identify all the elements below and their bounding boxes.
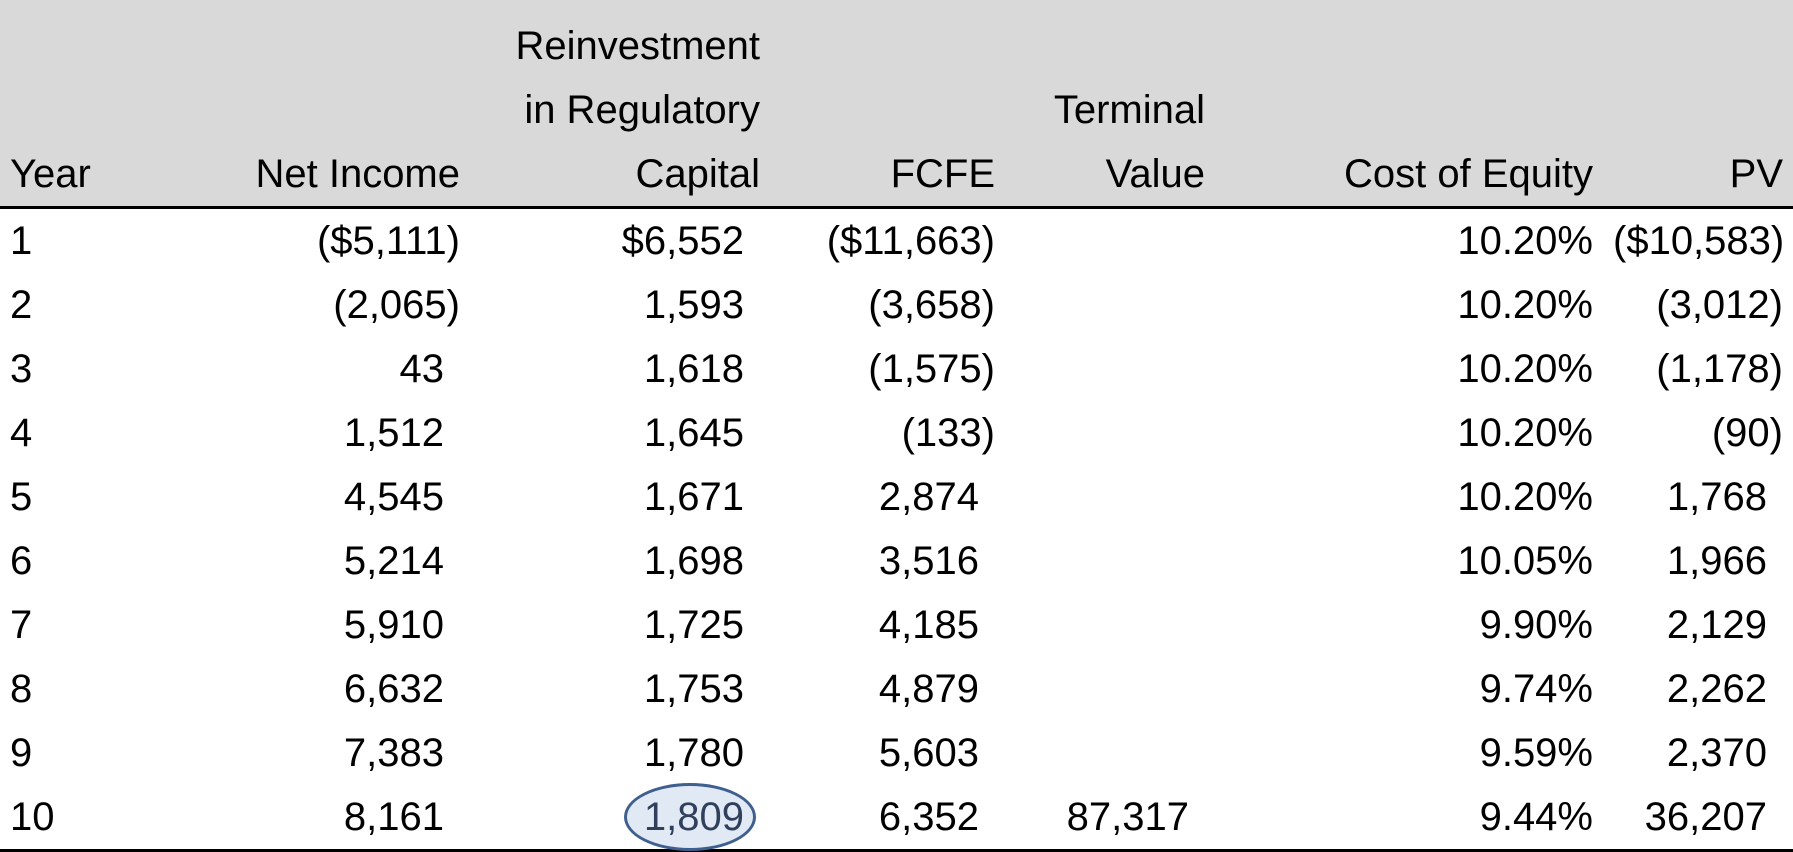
cell-year: 2: [10, 282, 33, 327]
table-row: 9 7,383 1,780 5,603 9.59% 2,370: [0, 721, 1793, 785]
header-reinvestment: Reinvestment in Regulatory Capital: [470, 0, 770, 209]
cell-year: 9: [10, 730, 33, 775]
cell-fcfe: 3,516: [878, 538, 979, 583]
table-row: 8 6,632 1,753 4,879 9.74% 2,262: [0, 657, 1793, 721]
cell-cost-of-equity: 10.05%: [1457, 538, 1593, 583]
cell-terminal-value: 87,317: [1005, 784, 1215, 852]
cell-reinvestment: 1,753: [643, 666, 744, 711]
cell-reinvestment: $6,552: [621, 218, 744, 263]
cell-fcfe: 2,874: [878, 474, 979, 519]
cell-cost-of-equity: 10.20%: [1457, 410, 1593, 455]
cell-terminal-value: [1005, 465, 1215, 529]
header-cost-of-equity: Cost of Equity: [1215, 0, 1603, 209]
cell-terminal-value: [1005, 401, 1215, 465]
cell-reinvestment: 1,593: [643, 282, 744, 327]
cell-net-income: 43: [399, 346, 445, 391]
cell-net-income: ($5,111): [316, 218, 460, 263]
cell-reinvestment: 1,809: [470, 782, 770, 852]
table-row: 2 (2,065) 1,593 (3,658) 10.20% (3,012): [0, 273, 1793, 337]
cell-year: 8: [10, 666, 33, 711]
cell-pv: 1,768: [1666, 474, 1767, 519]
cell-fcfe: 4,879: [878, 666, 979, 711]
cell-net-income: 4,545: [343, 474, 444, 519]
cell-net-income: 5,214: [343, 538, 444, 583]
cell-terminal-value: [1005, 721, 1215, 785]
highlighted-value: 1,809: [623, 782, 757, 851]
cell-net-income: 6,632: [343, 666, 444, 711]
cell-terminal-value: [1005, 593, 1215, 657]
cell-pv: ($10,583): [1613, 218, 1785, 263]
header-year: Year: [0, 0, 170, 209]
table-row: 3 43 1,618 (1,575) 10.20% (1,178): [0, 337, 1793, 401]
cell-fcfe: (3,658): [868, 282, 995, 327]
cell-net-income: 5,910: [343, 602, 444, 647]
table-row: 10 8,161 1,809 6,352 87,317 9.44% 36,207: [0, 782, 1793, 852]
header-row: Year Net Income Reinvestment in Regulato…: [0, 0, 1793, 209]
cell-pv: 1,966: [1666, 538, 1767, 583]
cell-reinvestment: 1,725: [643, 602, 744, 647]
cell-reinvestment: 1,671: [643, 474, 744, 519]
table-header: Year Net Income Reinvestment in Regulato…: [0, 0, 1793, 209]
cell-year: 7: [10, 602, 33, 647]
table-row: 7 5,910 1,725 4,185 9.90% 2,129: [0, 593, 1793, 657]
cell-year: 1: [10, 218, 33, 263]
table-row: 6 5,214 1,698 3,516 10.05% 1,966: [0, 529, 1793, 593]
cell-cost-of-equity: 9.59%: [1479, 730, 1593, 775]
cell-fcfe: (1,575): [868, 346, 995, 391]
table-row: 4 1,512 1,645 (133) 10.20% (90): [0, 401, 1793, 465]
cell-cost-of-equity: 9.44%: [1215, 784, 1603, 852]
header-terminal-value: Terminal Value: [1005, 0, 1215, 209]
cell-cost-of-equity: 10.20%: [1457, 218, 1593, 263]
table-row: 5 4,545 1,671 2,874 10.20% 1,768: [0, 465, 1793, 529]
header-fcfe: FCFE: [770, 0, 1005, 209]
cell-year: 10: [0, 784, 170, 852]
cell-pv: (90): [1711, 410, 1783, 455]
cell-net-income: 8,161: [170, 784, 470, 852]
cell-pv: 2,129: [1666, 602, 1767, 647]
table-row: 1 ($5,111) $6,552 ($11,663) 10.20% ($10,583): [0, 207, 1793, 273]
cell-terminal-value: [1005, 337, 1215, 401]
cell-pv: 2,370: [1666, 730, 1767, 775]
cell-reinvestment: 1,645: [643, 410, 744, 455]
cell-year: 6: [10, 538, 33, 583]
cell-pv: (3,012): [1656, 282, 1783, 327]
cell-fcfe: 4,185: [878, 602, 979, 647]
cell-pv: 36,207: [1603, 784, 1793, 852]
cell-cost-of-equity: 9.74%: [1479, 666, 1593, 711]
cell-terminal-value: [1005, 529, 1215, 593]
cell-year: 4: [10, 410, 33, 455]
cell-terminal-value: [1005, 273, 1215, 337]
cell-pv: 2,262: [1666, 666, 1767, 711]
cell-terminal-value: [1005, 207, 1215, 273]
cell-reinvestment: 1,618: [643, 346, 744, 391]
cell-fcfe: ($11,663): [826, 218, 995, 263]
cell-year: 5: [10, 474, 33, 519]
cell-fcfe: 5,603: [878, 730, 979, 775]
cell-terminal-value: [1005, 657, 1215, 721]
cell-net-income: (2,065): [333, 282, 460, 327]
cell-net-income: 1,512: [343, 410, 444, 455]
cell-reinvestment: 1,698: [643, 538, 744, 583]
highlight-circle: 1,809: [623, 782, 757, 851]
cell-fcfe: (133): [901, 410, 995, 455]
cell-cost-of-equity: 9.90%: [1479, 602, 1593, 647]
cell-cost-of-equity: 10.20%: [1457, 346, 1593, 391]
cell-net-income: 7,383: [343, 730, 444, 775]
table-body: 1 ($5,111) $6,552 ($11,663) 10.20% ($10,583) 2…: [0, 207, 1793, 852]
header-net-income: Net Income: [170, 0, 470, 209]
cell-cost-of-equity: 10.20%: [1457, 474, 1593, 519]
cell-cost-of-equity: 10.20%: [1457, 282, 1593, 327]
cell-pv: (1,178): [1656, 346, 1783, 391]
cell-reinvestment: 1,780: [643, 730, 744, 775]
cell-fcfe: 6,352: [770, 784, 1005, 852]
cell-year: 3: [10, 346, 33, 391]
header-pv: PV: [1603, 0, 1793, 209]
